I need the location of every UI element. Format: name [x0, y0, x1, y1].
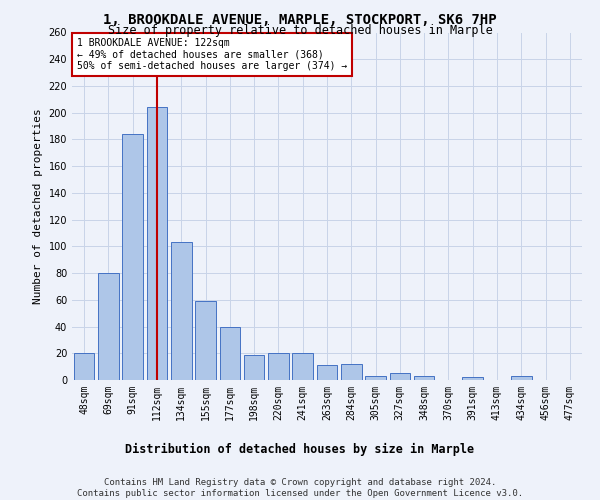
Bar [268, 354, 289, 380]
Bar [171, 242, 191, 380]
Text: Size of property relative to detached houses in Marple: Size of property relative to detached ho… [107, 24, 493, 37]
Bar [365, 376, 386, 380]
Bar [341, 364, 362, 380]
Bar [146, 108, 167, 380]
Text: 1, BROOKDALE AVENUE, MARPLE, STOCKPORT, SK6 7HP: 1, BROOKDALE AVENUE, MARPLE, STOCKPORT, … [103, 12, 497, 26]
Text: Contains HM Land Registry data © Crown copyright and database right 2024.
Contai: Contains HM Land Registry data © Crown c… [77, 478, 523, 498]
Bar [195, 301, 216, 380]
Text: Distribution of detached houses by size in Marple: Distribution of detached houses by size … [125, 442, 475, 456]
Bar [220, 326, 240, 380]
Bar [244, 354, 265, 380]
Bar [511, 376, 532, 380]
Bar [389, 374, 410, 380]
Bar [292, 354, 313, 380]
Bar [463, 378, 483, 380]
Bar [414, 376, 434, 380]
Bar [98, 273, 119, 380]
Bar [74, 354, 94, 380]
Bar [122, 134, 143, 380]
Text: 1 BROOKDALE AVENUE: 122sqm
← 49% of detached houses are smaller (368)
50% of sem: 1 BROOKDALE AVENUE: 122sqm ← 49% of deta… [77, 38, 347, 71]
Y-axis label: Number of detached properties: Number of detached properties [33, 108, 43, 304]
Bar [317, 366, 337, 380]
